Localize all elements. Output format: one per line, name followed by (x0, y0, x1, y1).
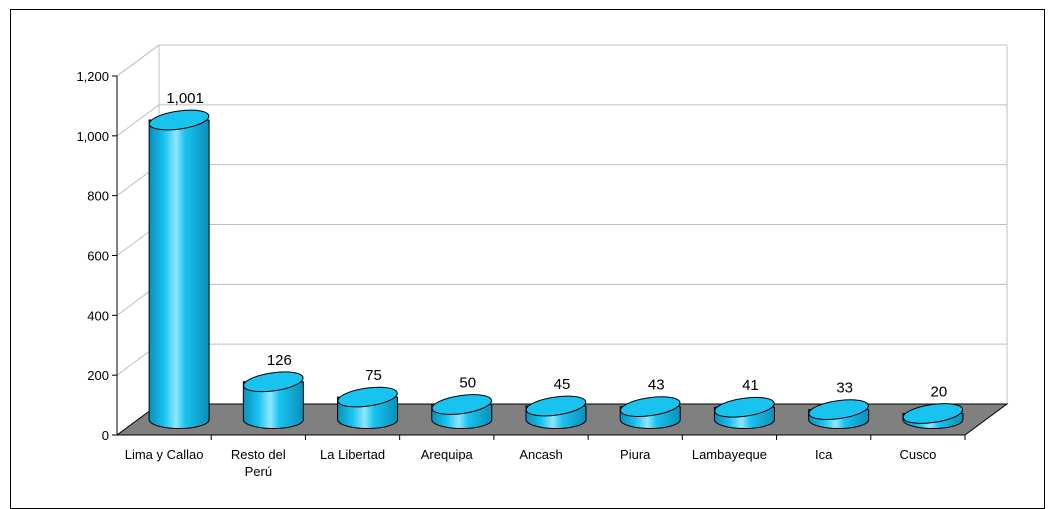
bar-top (431, 394, 493, 415)
category-label: Ica (815, 447, 833, 462)
bar-chart: 0 200 400 600 800 1,000 1,200 Lima y Callao Res… (76, 44, 1009, 479)
data-label: 75 (365, 367, 382, 384)
data-labels: 1,001 126 75 50 45 43 41 33 20 (166, 90, 947, 400)
bar-top (714, 396, 775, 418)
bar (431, 394, 493, 429)
side-wall-top-edge (116, 44, 160, 77)
gridline-side (116, 104, 160, 137)
y-tick-label: 1,000 (76, 129, 109, 144)
category-label: Ancash (519, 447, 562, 462)
bar (902, 403, 964, 429)
bar (619, 396, 681, 429)
bar-body (242, 381, 304, 429)
y-tick-label: 600 (87, 249, 109, 264)
bar-top (148, 109, 210, 131)
bar (525, 395, 587, 429)
data-label: 126 (267, 352, 292, 369)
category-label: Lima y Callao (125, 447, 204, 462)
category-label: Resto del Perú (231, 447, 286, 479)
category-label: Arequipa (421, 447, 474, 462)
bar-top (902, 403, 964, 424)
bar-top (525, 395, 587, 417)
data-label: 50 (459, 375, 476, 392)
x-axis-categories: Lima y Callao Resto del Perú La Libertad Are… (125, 435, 966, 479)
bar (713, 396, 775, 429)
bar (808, 399, 870, 429)
bar (148, 109, 210, 429)
bars (148, 109, 964, 429)
category-label: Lambayeque (692, 447, 767, 462)
category-label: Cusco (899, 447, 936, 462)
data-label: 20 (931, 384, 948, 401)
gridlines (116, 44, 1007, 376)
bar-top (619, 396, 681, 417)
y-tick-label: 800 (87, 189, 109, 204)
data-label: 1,001 (166, 90, 204, 107)
category-label: La Libertad (320, 447, 385, 462)
y-axis-ticks: 0 200 400 600 800 1,000 1,200 (76, 69, 117, 443)
category-label: Piura (620, 447, 651, 462)
bar (242, 371, 304, 429)
y-tick-label: 0 (102, 428, 109, 443)
bar-top (337, 386, 398, 408)
data-label: 41 (742, 377, 759, 394)
y-tick-label: 1,200 (76, 69, 109, 84)
y-tick-label: 400 (87, 308, 109, 323)
bar (337, 386, 399, 429)
data-label: 45 (554, 376, 571, 393)
data-label: 33 (836, 380, 853, 397)
bar-top (243, 371, 304, 393)
data-label: 43 (648, 377, 665, 394)
bar-top (808, 399, 869, 420)
y-tick-label: 200 (87, 368, 109, 383)
bar-body (148, 119, 210, 429)
